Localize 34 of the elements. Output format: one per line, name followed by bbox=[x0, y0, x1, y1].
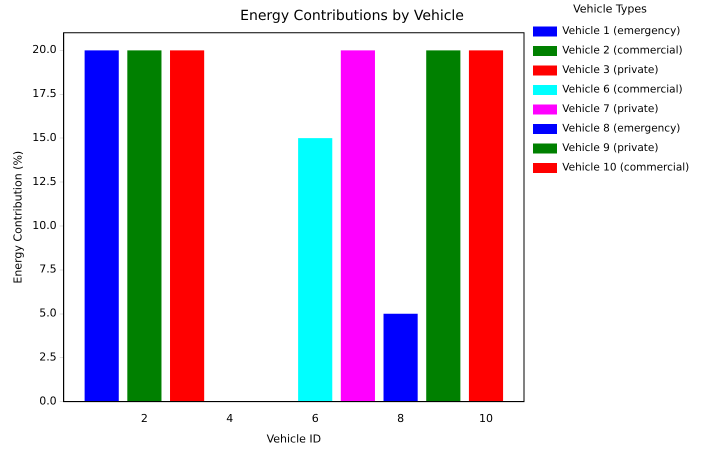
legend-label: Vehicle 8 (emergency) bbox=[562, 122, 680, 135]
y-tick-label: 0.0 bbox=[39, 394, 57, 408]
bar bbox=[468, 50, 504, 402]
y-tick-label: 7.5 bbox=[39, 262, 57, 276]
bar bbox=[384, 314, 418, 402]
x-tick-label: 10 bbox=[478, 412, 493, 426]
x-axis-title: Vehicle ID bbox=[266, 432, 322, 446]
y-axis-title: Energy Contribution (%) bbox=[11, 150, 24, 284]
y-tick-label: 12.5 bbox=[32, 174, 57, 188]
bar bbox=[298, 138, 332, 402]
x-tick-label: 8 bbox=[397, 412, 404, 426]
bar bbox=[127, 50, 162, 402]
y-tick-label: 17.5 bbox=[32, 87, 57, 100]
y-tick-label: 10.0 bbox=[32, 218, 57, 232]
bar bbox=[84, 50, 119, 402]
x-tick-label: 2 bbox=[140, 412, 148, 426]
legend-label: Vehicle 9 (private) bbox=[562, 142, 658, 154]
y-tick-label: 20.0 bbox=[32, 43, 57, 56]
y-tick-label: 15.0 bbox=[32, 131, 57, 144]
legend-label: Vehicle 6 (commercial) bbox=[562, 84, 683, 96]
y-tick-label: 5.0 bbox=[39, 306, 57, 320]
legend-title: Vehicle Types bbox=[573, 2, 648, 16]
legend-label: Vehicle 10 (commercial) bbox=[562, 162, 690, 174]
x-tick-label: 6 bbox=[312, 412, 319, 426]
bar bbox=[340, 50, 375, 402]
bar bbox=[170, 50, 204, 402]
legend-label: Vehicle 7 (private) bbox=[562, 103, 658, 116]
x-tick-label: 4 bbox=[226, 412, 234, 426]
y-tick-label: 2.5 bbox=[39, 350, 57, 364]
legend-label: Vehicle 1 (emergency) bbox=[562, 25, 680, 38]
bar bbox=[426, 50, 460, 402]
chart-title: Energy Contributions by Vehicle bbox=[240, 8, 464, 24]
legend-label: Vehicle 3 (private) bbox=[562, 64, 658, 76]
legend-label: Vehicle 2 (commercial) bbox=[562, 44, 683, 57]
